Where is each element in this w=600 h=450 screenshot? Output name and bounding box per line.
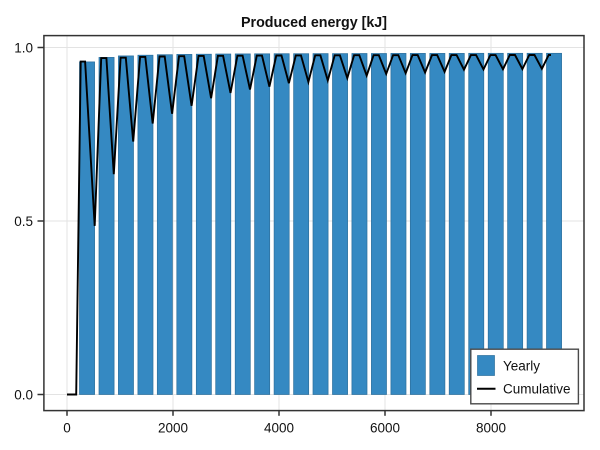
svg-text:2000: 2000 (158, 420, 188, 435)
svg-text:Cumulative: Cumulative (503, 381, 571, 396)
svg-text:6000: 6000 (370, 420, 400, 435)
svg-text:4000: 4000 (264, 420, 294, 435)
svg-text:0.5: 0.5 (14, 214, 33, 229)
svg-text:8000: 8000 (476, 420, 506, 435)
svg-text:0.0: 0.0 (14, 387, 33, 402)
svg-text:1.0: 1.0 (14, 40, 33, 55)
svg-text:Yearly: Yearly (503, 358, 540, 373)
svg-text:0: 0 (63, 420, 71, 435)
svg-text:Produced energy [kJ]: Produced energy [kJ] (241, 14, 387, 31)
